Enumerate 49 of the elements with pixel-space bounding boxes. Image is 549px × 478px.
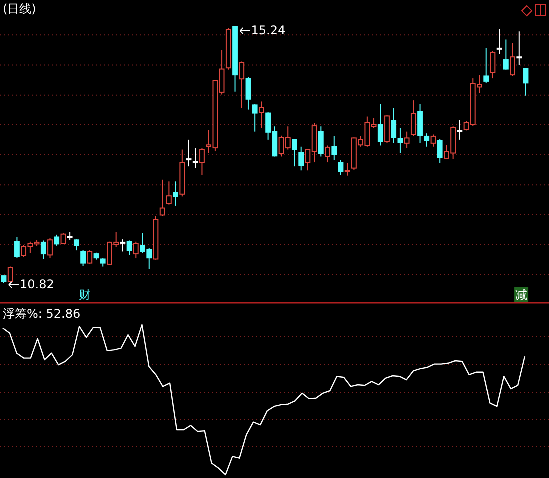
text: 财 [79, 288, 92, 302]
candlestick [133, 241, 139, 259]
candlestick [252, 104, 258, 132]
candlestick [8, 266, 14, 282]
candlestick [54, 234, 60, 246]
candlestick [318, 126, 324, 158]
candlestick [48, 238, 53, 259]
text: 减 [516, 288, 528, 302]
candlestick [239, 61, 245, 109]
candlestick [398, 128, 404, 154]
candlestick [325, 145, 330, 164]
candlestick [523, 68, 529, 96]
candlestick [437, 138, 443, 164]
candlestick [40, 240, 46, 260]
candlestick [344, 162, 350, 176]
annotation: 15.24 [251, 23, 286, 38]
candlestick [332, 136, 338, 161]
candlestick [173, 181, 178, 206]
candlestick [246, 76, 252, 110]
annotation: 10.82 [20, 277, 54, 292]
candlestick [298, 146, 304, 172]
candlestick [14, 236, 20, 259]
candlestick [80, 249, 86, 267]
candlestick [186, 139, 192, 168]
candlestick [430, 134, 436, 148]
candlestick [410, 100, 416, 137]
candlestick [74, 239, 80, 252]
candlestick [87, 250, 93, 264]
candlestick [404, 131, 410, 149]
candlestick [457, 120, 463, 140]
candlestick [338, 160, 344, 176]
candlestick [516, 31, 522, 66]
candlestick [126, 240, 132, 256]
candlestick [378, 104, 384, 146]
candlestick [510, 42, 516, 77]
candlestick [120, 239, 126, 252]
chart-title: (日线) [3, 2, 36, 16]
candlestick [292, 138, 298, 168]
candlestick [200, 148, 205, 176]
chart-title: 浮筹%: 52.86 [3, 307, 81, 321]
candlestick [496, 28, 502, 55]
candlestick [160, 179, 166, 217]
candlestick [490, 50, 496, 80]
candlestick [503, 39, 509, 70]
candlestick [166, 181, 172, 206]
candlestick [484, 48, 490, 84]
candlestick [258, 101, 264, 129]
candlestick [192, 148, 198, 169]
candlestick [391, 108, 397, 144]
